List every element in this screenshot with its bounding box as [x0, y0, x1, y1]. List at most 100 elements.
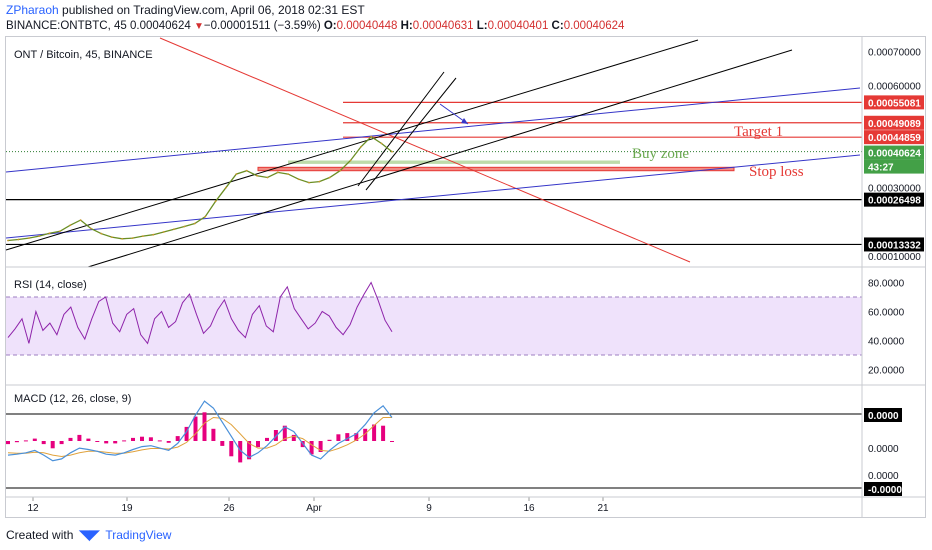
- rsi-tick-label: 40.0000: [868, 337, 905, 348]
- macd-histogram-bar: [122, 440, 127, 442]
- price-change: −0.00001511 (−3.59%): [203, 20, 321, 32]
- price-point: [266, 176, 269, 179]
- macd-histogram-bar: [131, 437, 135, 441]
- price-marker-label: 43:27: [868, 163, 894, 174]
- open-value: 0.00040448: [336, 20, 398, 32]
- macd-tick-label: 0.0000: [868, 444, 899, 455]
- rsi-line: [7, 281, 393, 345]
- macd-histogram-bar: [256, 441, 260, 448]
- macd-histogram-bar: [202, 412, 207, 441]
- macd-histogram-bar: [68, 437, 73, 441]
- price-point: [297, 178, 300, 181]
- price-marker-label: 0.00055081: [868, 98, 921, 109]
- time-axis[interactable]: 12 19 26 Apr 9 16 21: [27, 497, 609, 514]
- price-marker-badge: [864, 159, 924, 174]
- price-point: [225, 186, 227, 189]
- created-with-text: Created with: [6, 528, 74, 542]
- price-point: [328, 176, 331, 179]
- price-point: [339, 169, 341, 172]
- low-label: L:: [476, 20, 488, 32]
- macd-histogram-bar: [309, 441, 314, 455]
- rsi-tick-label: 60.0000: [868, 308, 905, 319]
- rsi-band: [6, 297, 862, 355]
- tradingview-logo-icon: ◥◤: [79, 527, 100, 542]
- price-marker-badge: [864, 130, 924, 145]
- price-tick-label: 0.00060000: [868, 82, 921, 93]
- price-point: [162, 231, 165, 233]
- author-link[interactable]: ZPharaoh: [6, 3, 59, 17]
- macd-histogram-bar: [282, 425, 287, 441]
- time-tick-label: 9: [426, 503, 432, 514]
- blue-upper-trend-line: [5, 87, 861, 173]
- macd-histogram-bar: [104, 441, 109, 444]
- price-point: [349, 159, 352, 162]
- macd-line: [7, 400, 393, 462]
- price-point: [245, 169, 248, 172]
- macd-histogram-bar: [175, 436, 180, 441]
- macd-histogram-bar: [113, 441, 118, 444]
- channel-lower-line: [87, 49, 793, 268]
- price-point: [235, 173, 238, 176]
- macd-histogram-bar: [220, 441, 225, 446]
- price-marker-label: 0.00026498: [868, 196, 921, 207]
- macd-histogram-bar: [193, 416, 198, 441]
- time-tick-label: 16: [523, 503, 535, 514]
- price-marker-label: 0.00049089: [868, 119, 921, 130]
- target-label: Target 1: [734, 124, 783, 140]
- high-label: H:: [400, 20, 413, 32]
- time-tick-label: 19: [121, 503, 133, 514]
- price-marker-badge: [864, 237, 924, 252]
- macd-histogram-bar: [148, 437, 153, 441]
- price-point: [193, 222, 196, 225]
- price-point: [360, 146, 362, 148]
- macd-histogram-bar: [23, 440, 28, 442]
- price-point: [69, 224, 72, 227]
- price-point: [183, 225, 186, 228]
- macd-signal-line: [7, 416, 392, 458]
- arrow-head-icon: [461, 118, 468, 124]
- price-axis[interactable]: 0.00070000 0.00060000 0.00030000 0.00010000…: [864, 48, 924, 496]
- price-point: [100, 232, 103, 235]
- price-marker-badge: [864, 115, 924, 130]
- macd-histogram-bar: [291, 434, 296, 441]
- macd-tick-label: -0.0000: [868, 485, 902, 496]
- price-point: [121, 237, 124, 240]
- close-value: 0.00040624: [563, 20, 625, 32]
- price-point: [256, 174, 258, 177]
- price-point: [59, 230, 61, 233]
- macd-marker-badge: [864, 408, 902, 422]
- rsi-tick-label: 80.0000: [868, 279, 905, 290]
- time-tick-label: Apr: [306, 503, 322, 514]
- rsi-pane[interactable]: RSI (14, close): [6, 279, 862, 356]
- blue-lower-trend-line: [5, 154, 861, 239]
- chart-frame[interactable]: [5, 36, 926, 518]
- price-tick-label: 0.00010000: [868, 252, 921, 263]
- price-pane[interactable]: ONT / Bitcoin, 45, BINANCE: [5, 37, 862, 268]
- price-marker-label: 0.00044859: [868, 133, 921, 144]
- tradingview-link[interactable]: TradingView: [105, 528, 172, 542]
- price-marker-badge: [864, 95, 924, 110]
- price-point: [79, 219, 82, 222]
- time-tick-label: 26: [223, 503, 235, 514]
- steep-trend-line-2: [365, 77, 457, 191]
- price-point: [391, 150, 393, 153]
- symbol-label: BINANCE:ONTBTC, 45: [6, 20, 127, 32]
- price-point: [7, 239, 9, 242]
- macd-pane[interactable]: MACD (12, 26, close, 9): [6, 393, 862, 489]
- macd-marker-badge: [864, 482, 902, 496]
- published-text: published on TradingView.com, April 06, …: [58, 3, 365, 17]
- macd-histogram-bar: [211, 428, 216, 441]
- open-label: O:: [323, 20, 337, 32]
- price-point: [17, 238, 20, 241]
- macd-histogram-bar: [229, 441, 234, 457]
- ohlc-line: BINANCE:ONTBTC, 45 0.00040624 ▼−0.000015…: [6, 20, 624, 32]
- price-point: [27, 237, 30, 240]
- steep-trend-line-1: [357, 71, 445, 187]
- red-downtrend-line: [159, 37, 691, 263]
- price-point: [142, 235, 144, 238]
- time-tick-label: 12: [27, 503, 39, 514]
- macd-histogram-bar: [390, 441, 394, 442]
- macd-pane-title: MACD (12, 26, close, 9): [14, 393, 131, 405]
- price-point: [173, 228, 176, 231]
